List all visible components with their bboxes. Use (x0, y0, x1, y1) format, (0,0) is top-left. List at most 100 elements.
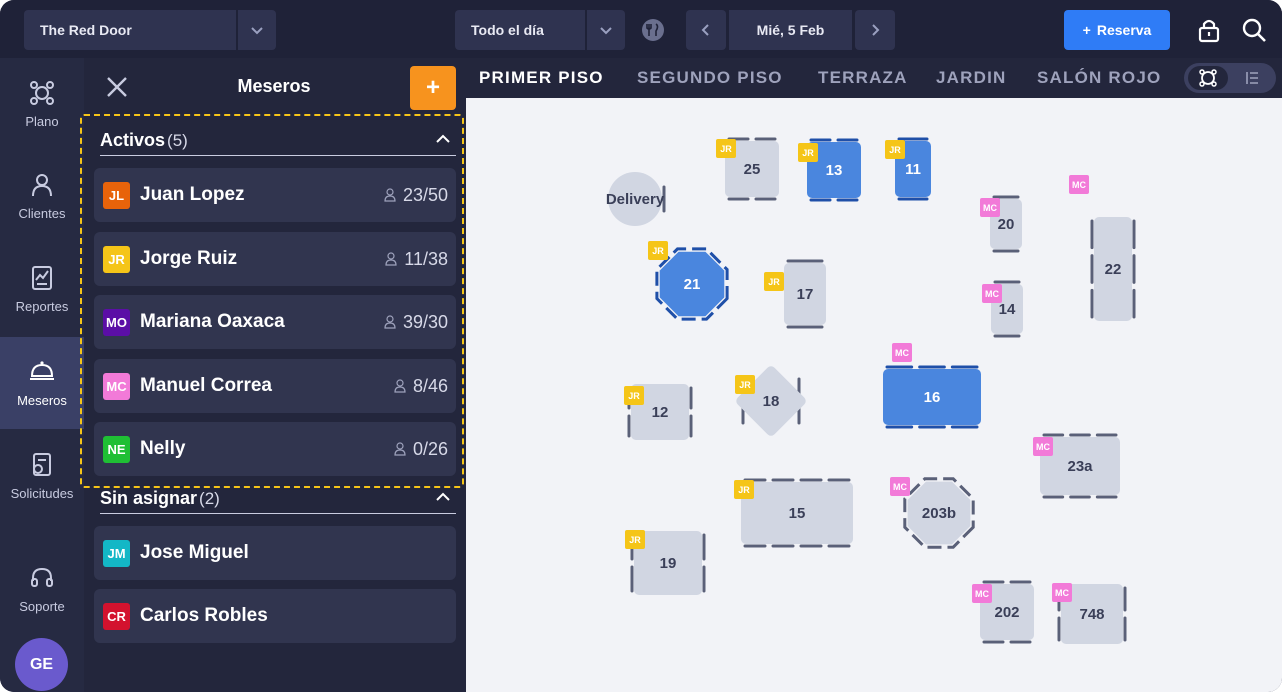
waiter-tag: MC (892, 343, 912, 362)
current-date[interactable]: Mié, 5 Feb (729, 10, 852, 50)
chevron-up-icon (434, 130, 452, 148)
table-15[interactable]: 15 JR (734, 478, 853, 548)
waiter-tag: MC (1033, 437, 1053, 456)
lock-icon[interactable] (1196, 16, 1222, 44)
nav-item-plano[interactable]: Plano (0, 58, 84, 150)
table-chairs-ring (655, 247, 729, 321)
table-11[interactable]: 11 JR (885, 137, 931, 201)
view-toggle[interactable] (1184, 63, 1276, 93)
table-label: 202 (994, 604, 1019, 621)
restaurant-select[interactable]: The Red Door (24, 10, 276, 50)
unassigned-section-header[interactable]: Sin asignar (2) (100, 484, 456, 514)
svg-text:JR: JR (889, 145, 901, 155)
table-22[interactable]: 22 MC (1069, 175, 1136, 321)
svg-text:MC: MC (983, 203, 997, 213)
waiter-tag: JR (625, 530, 645, 549)
capacity-value: 39/30 (402, 311, 448, 332)
nav-item-clientes[interactable]: Clientes (0, 150, 84, 242)
waiter-badge: MO (103, 308, 130, 336)
waiter-row[interactable]: JM Jose Miguel (94, 526, 456, 580)
table-shape (725, 141, 779, 197)
table-shape (634, 531, 702, 595)
nav-item-solicitudes[interactable]: Solicitudes (0, 430, 84, 522)
tab-segundo-piso[interactable]: SEGUNDO PISO (637, 68, 783, 87)
add-waiter-button[interactable]: + (410, 66, 456, 110)
tab-primer-piso[interactable]: PRIMER PISO (479, 68, 604, 87)
waiter-row[interactable]: NE Nelly 0/26 (94, 422, 456, 476)
tab-jardin[interactable]: JARDIN (936, 68, 1007, 87)
user-avatar[interactable]: GE (15, 638, 68, 691)
top-bar: The Red Door Todo el día Mié, 5 Feb + (0, 0, 1282, 58)
period-select[interactable]: Todo el día (455, 10, 625, 50)
table-label: 18 (763, 393, 780, 410)
report-icon (32, 265, 52, 290)
table-23a[interactable]: 23a MC (1033, 433, 1120, 499)
table-shape (807, 142, 861, 198)
tab-terraza[interactable]: TERRAZA (818, 68, 908, 87)
next-day-button[interactable] (855, 10, 895, 50)
table-label: 19 (660, 555, 677, 572)
svg-text:MC: MC (1036, 442, 1050, 452)
table-203b[interactable]: 203b MC (890, 477, 975, 549)
table-label: 15 (789, 505, 806, 522)
waiter-tag: JR (716, 139, 736, 158)
waiter-row[interactable]: MC Manuel Correa 8/46 (94, 359, 456, 413)
svg-text:MC: MC (975, 589, 989, 599)
tab-salon-rojo[interactable]: SALÓN ROJO (1037, 68, 1162, 87)
prev-day-button[interactable] (686, 10, 726, 50)
capacity-value: 0/26 (412, 438, 448, 459)
table-12[interactable]: 12 JR (624, 384, 693, 440)
table-18[interactable]: 18 JR (734, 364, 808, 438)
table-25[interactable]: 25 JR (716, 137, 779, 201)
table-label: 17 (797, 286, 814, 303)
table-label: 16 (924, 389, 941, 406)
waiter-row[interactable]: JR Jorge Ruiz 11/38 (94, 232, 456, 286)
nav-item-meseros[interactable]: Meseros (0, 337, 84, 429)
table-Delivery[interactable]: Delivery (606, 172, 666, 226)
dining-icon[interactable] (640, 17, 666, 43)
table-21[interactable]: 21 JR (648, 241, 729, 321)
table-label: 203b (922, 505, 956, 522)
requests-icon (33, 452, 51, 476)
waiter-name: Carlos Robles (140, 605, 268, 626)
waiter-icon (30, 360, 54, 380)
waiter-tag: MC (890, 477, 910, 496)
waiter-badge: JR (103, 245, 130, 273)
person-icon (394, 442, 406, 456)
waiter-row[interactable]: CR Carlos Robles (94, 589, 456, 643)
table-label: 21 (684, 276, 701, 293)
map-view-icon[interactable] (1188, 66, 1228, 90)
new-reservation-button[interactable]: + Reserva (1064, 10, 1170, 50)
svg-text:JR: JR (738, 485, 750, 495)
table-label: 22 (1105, 261, 1122, 278)
close-icon[interactable] (104, 74, 130, 100)
table-shape (883, 369, 981, 425)
table-748[interactable]: 748 MC (1052, 583, 1127, 644)
table-17[interactable]: 17 JR (764, 259, 826, 329)
table-16[interactable]: 16 MC (883, 343, 981, 429)
waiter-name: Juan Lopez (140, 184, 245, 205)
table-shape (980, 584, 1034, 640)
waiter-capacity: 23/50 (383, 185, 448, 206)
svg-text:JR: JR (720, 144, 732, 154)
waiter-row[interactable]: MO Mariana Oaxaca 39/30 (94, 295, 456, 349)
list-view-icon[interactable] (1232, 66, 1272, 90)
table-19[interactable]: 19 JR (625, 530, 706, 595)
svg-text:JR: JR (768, 277, 780, 287)
table-13[interactable]: 13 JR (798, 138, 861, 202)
floor-plan-canvas: Delivery25JR13JR11JR20MC22MC21JR17JR14MC… (606, 137, 1136, 644)
search-icon[interactable] (1240, 16, 1268, 44)
active-section-header[interactable]: Activos (5) (100, 126, 456, 156)
floorplan-icon (30, 80, 54, 105)
nav-item-reportes[interactable]: Reportes (0, 243, 84, 335)
person-icon (384, 188, 396, 202)
waiter-row[interactable]: JL Juan Lopez 23/50 (94, 168, 456, 222)
nav-item-soporte[interactable]: Soporte (0, 543, 84, 635)
waiters-panel: Meseros + Activos (5) JL Juan Lopez 23/5… (84, 58, 466, 692)
waiter-name: Jorge Ruiz (140, 248, 238, 269)
table-202[interactable]: 202 MC (972, 580, 1034, 644)
plus-icon: + (1082, 22, 1091, 38)
